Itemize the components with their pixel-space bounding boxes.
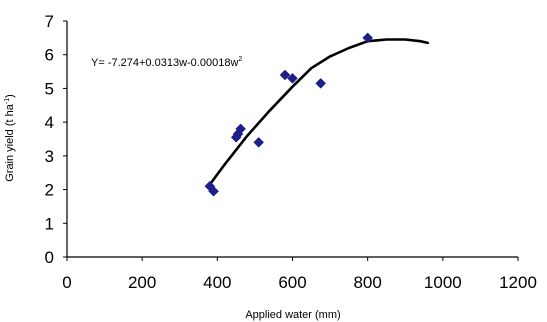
y-tick-label: 2 — [45, 181, 54, 200]
data-point-diamond — [208, 185, 219, 197]
y-tick-label: 0 — [45, 248, 54, 267]
data-point-diamond — [279, 69, 291, 81]
y-tick-label: 6 — [45, 46, 54, 65]
y-axis-title-tail: ) — [4, 94, 16, 98]
y-tick-label: 7 — [45, 12, 54, 31]
fit-curve — [208, 38, 430, 186]
y-tick-label: 4 — [45, 113, 54, 132]
y-axis-title-exponent: -1 — [4, 98, 11, 104]
x-tick-label: 600 — [278, 273, 306, 292]
x-tick-label: 200 — [128, 273, 156, 292]
equation-main: Y= -7.274+0.0313w-0.00018w — [91, 57, 238, 69]
y-axis-title-main: Grain yield (t ha — [4, 103, 16, 182]
x-ticks: 0 200 400 600 800 1000 1200 — [62, 257, 537, 292]
regression-curve — [208, 38, 430, 186]
y-axis-title: Grain yield (t ha-1) — [4, 94, 16, 182]
x-tick-label: 400 — [203, 273, 231, 292]
y-tick-label: 5 — [45, 79, 54, 98]
data-point-diamond — [235, 123, 246, 135]
equation-exponent: 2 — [238, 56, 242, 63]
x-tick-label: 1000 — [424, 273, 462, 292]
x-tick-label: 1200 — [499, 273, 537, 292]
data-point-diamond — [287, 72, 298, 84]
y-ticks: 0 1 2 3 4 5 6 7 — [45, 12, 67, 267]
regression-equation: Y= -7.274+0.0313w-0.00018w2 — [91, 56, 242, 69]
data-point-diamond — [253, 137, 265, 148]
y-tick-label: 1 — [45, 214, 54, 233]
y-tick-label: 3 — [45, 147, 54, 166]
data-point-diamond — [362, 32, 374, 44]
data-point-diamond — [315, 78, 327, 89]
x-tick-label: 800 — [353, 273, 381, 292]
x-axis-title: Applied water (mm) — [245, 309, 340, 321]
x-tick-label: 0 — [62, 273, 71, 292]
data-points — [204, 32, 374, 197]
